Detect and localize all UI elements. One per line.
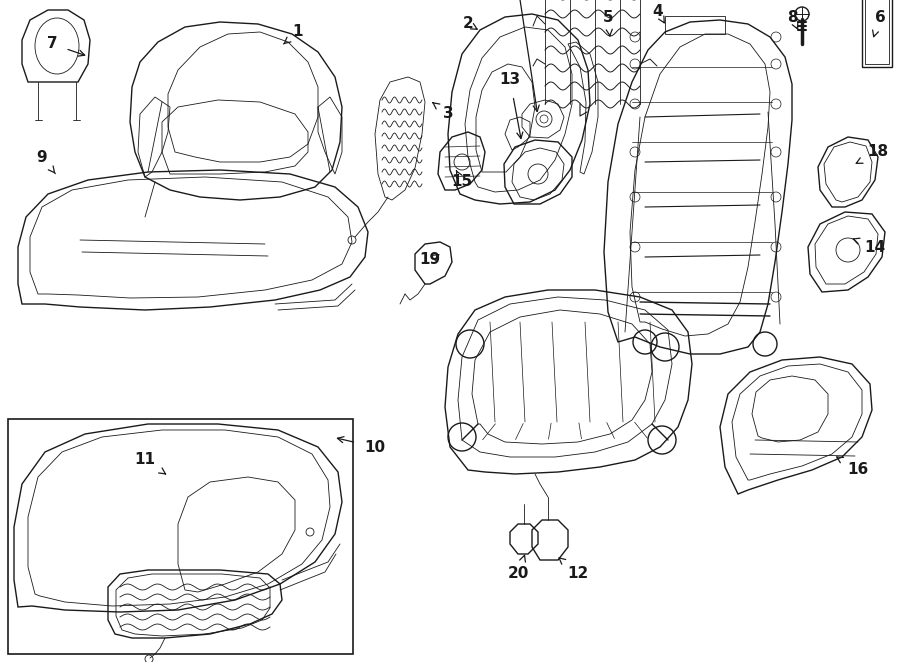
Text: 18: 18 [856,144,888,164]
Text: 10: 10 [338,437,385,455]
Text: 7: 7 [47,36,85,56]
Text: 2: 2 [463,17,477,32]
Text: 12: 12 [559,558,589,581]
Text: 5: 5 [603,9,613,36]
Text: 15: 15 [452,171,472,189]
Text: 1: 1 [284,24,303,44]
Text: 11: 11 [134,453,166,474]
Bar [8,419,353,654]
Text: 8: 8 [787,9,797,29]
Text: 19: 19 [419,252,441,267]
Text: 4: 4 [652,5,664,23]
Text: 3: 3 [433,103,454,122]
Text: 20: 20 [508,555,528,581]
Bar [865,0,889,64]
Text: 16: 16 [837,457,868,477]
Bar [862,0,892,67]
Text: 13: 13 [500,73,523,138]
Text: 14: 14 [853,238,886,254]
Text: 6: 6 [873,9,886,36]
Text: 9: 9 [37,150,55,173]
Bar [665,16,725,34]
Text: 17: 17 [504,0,539,111]
